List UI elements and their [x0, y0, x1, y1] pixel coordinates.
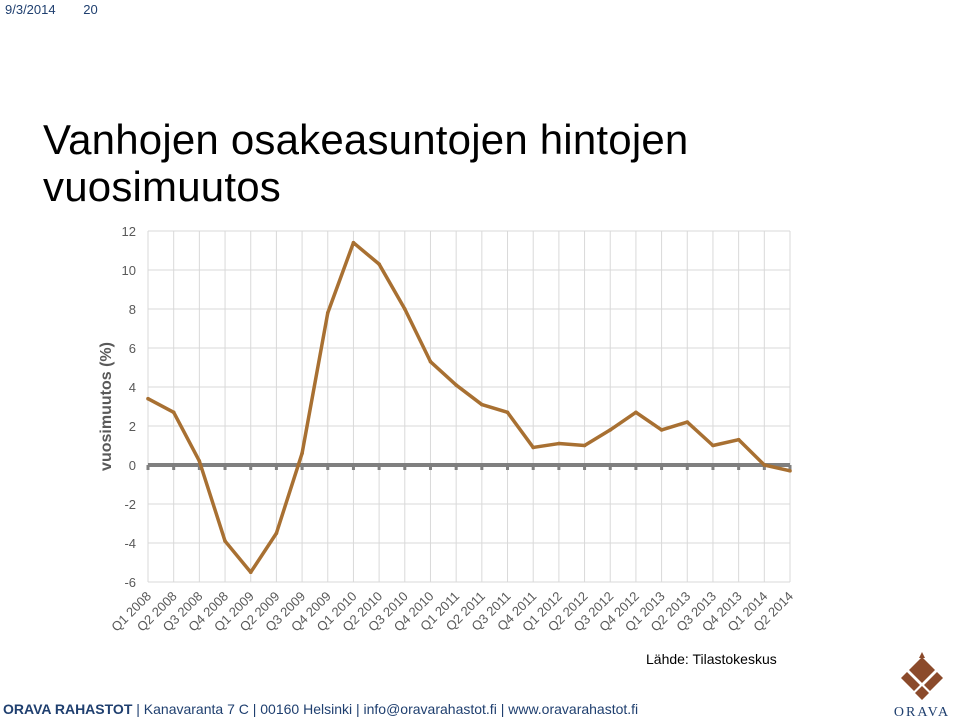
x-axis-tick	[146, 465, 150, 470]
x-axis-tick	[762, 465, 766, 470]
data-point	[762, 463, 767, 467]
x-axis-tick	[480, 465, 484, 470]
y-tick-label: 0	[129, 458, 136, 473]
slide-title-line-2: vuosimuutos	[43, 163, 281, 210]
footer-contact: | Kanavaranta 7 C | 00160 Helsinki | inf…	[132, 701, 639, 717]
x-axis-tick	[403, 465, 407, 470]
series-line	[147, 240, 791, 574]
slide-header: 9/3/2014 20	[5, 2, 122, 17]
x-axis-tick	[660, 465, 664, 470]
y-tick-label: -4	[124, 536, 136, 551]
y-tick-label: -6	[124, 575, 136, 590]
x-axis-tick	[274, 465, 278, 470]
x-axis-tick	[608, 465, 612, 470]
x-axis-tick	[583, 465, 587, 470]
y-tick-label: 2	[129, 419, 136, 434]
x-axis-tick	[326, 465, 330, 470]
data-point	[300, 451, 304, 456]
data-point	[403, 307, 407, 311]
data-point	[711, 443, 715, 448]
x-axis-tick	[300, 465, 304, 470]
slide-title-line-1: Vanhojen osakeasuntojen hintojen	[43, 116, 689, 163]
source-note: Lähde: Tilastokeskus	[646, 651, 777, 667]
data-point	[351, 240, 356, 245]
y-tick-label: 12	[122, 224, 136, 239]
x-axis-tick	[428, 465, 432, 470]
x-axis-tick	[685, 465, 689, 470]
y-tick-label: 6	[129, 341, 136, 356]
footer-brand: ORAVA RAHASTOT	[3, 701, 133, 717]
x-axis-tick	[506, 465, 510, 470]
x-axis-tick	[223, 465, 227, 470]
x-axis-tick	[788, 465, 792, 470]
x-axis-tick	[531, 465, 535, 470]
footer-bar: ORAVA RAHASTOT | Kanavaranta 7 C | 00160…	[3, 701, 638, 717]
data-point	[736, 437, 741, 442]
data-point	[248, 570, 253, 575]
data-point	[197, 459, 202, 463]
data-point	[428, 359, 433, 364]
x-axis-tick	[351, 465, 355, 470]
data-point	[171, 410, 176, 415]
data-point	[146, 396, 150, 401]
y-tick-label: -2	[124, 497, 136, 512]
x-axis-tick	[557, 465, 561, 470]
data-point	[659, 428, 664, 432]
orava-logo[interactable]: ORAVA	[887, 648, 957, 718]
x-axis-tick	[737, 465, 741, 470]
slide-title: Vanhojen osakeasuntojen hintojen vuosimu…	[43, 116, 688, 210]
x-axis-tick	[197, 465, 201, 470]
y-tick-label: 4	[129, 380, 136, 395]
y-axis-label: vuosimuutos (%)	[98, 342, 115, 471]
x-axis-tick	[454, 465, 458, 470]
pinecone-logo-icon	[901, 652, 943, 700]
data-point	[480, 402, 484, 407]
x-axis-tick	[634, 465, 638, 470]
x-axis-tick	[711, 465, 715, 470]
x-axis-tick	[172, 465, 176, 470]
x-axis-tick	[249, 465, 253, 470]
data-point	[557, 441, 561, 446]
slide-page-number: 20	[83, 2, 98, 17]
data-point	[634, 410, 638, 415]
data-point	[608, 428, 613, 432]
data-point	[223, 539, 227, 543]
logo-text: ORAVA	[894, 705, 950, 718]
data-point	[685, 420, 690, 424]
data-point	[325, 311, 330, 315]
x-axis-tick	[377, 465, 381, 470]
data-point	[788, 469, 792, 473]
data-point	[274, 531, 279, 536]
data-point	[454, 383, 458, 387]
y-tick-label: 8	[129, 302, 136, 317]
slide-date: 9/3/2014	[5, 2, 56, 17]
y-tick-label: 10	[122, 263, 136, 278]
data-point	[377, 262, 381, 266]
data-point	[505, 410, 510, 415]
data-point	[531, 445, 535, 450]
data-point	[582, 443, 587, 448]
